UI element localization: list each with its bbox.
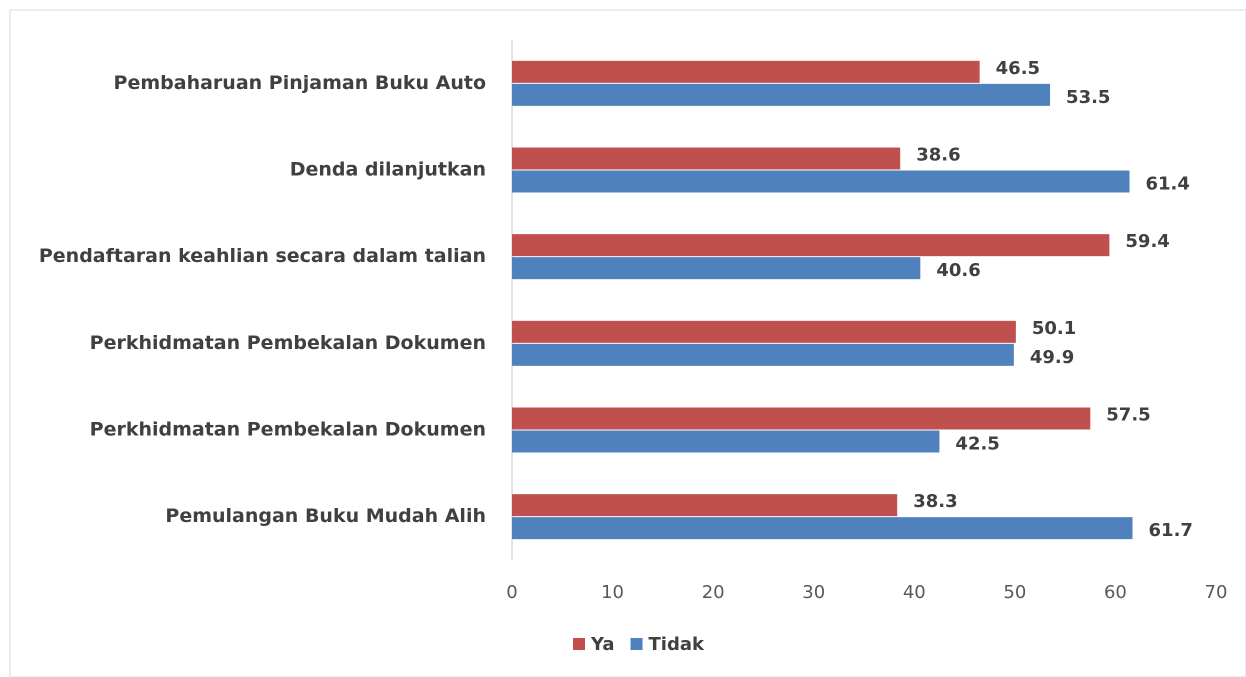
data-label: 38.3 — [913, 491, 957, 512]
data-label: 59.4 — [1125, 231, 1169, 252]
data-label: 42.5 — [955, 434, 999, 455]
y-tick-label: Pembaharuan Pinjaman Buku Auto — [114, 72, 486, 94]
bar — [512, 234, 1110, 257]
y-tick-label: Perkhidmatan Pembekalan Dokumen — [90, 419, 486, 441]
x-tick-label: 10 — [601, 582, 624, 603]
data-label: 61.4 — [1146, 174, 1190, 195]
y-tick-label: Pendaftaran keahlian secara dalam talian — [39, 245, 486, 267]
x-tick-label: 70 — [1205, 582, 1228, 603]
x-tick-label: 20 — [702, 582, 725, 603]
bar — [512, 320, 1016, 343]
legend-swatch — [573, 638, 585, 650]
x-tick-label: 60 — [1104, 582, 1127, 603]
data-label: 46.5 — [996, 58, 1040, 79]
bar — [512, 517, 1133, 540]
bar — [512, 430, 940, 453]
y-tick-label: Denda dilanjutkan — [290, 159, 486, 181]
y-tick-label: Pemulangan Buku Mudah Alih — [165, 505, 486, 527]
data-label: 49.9 — [1030, 347, 1074, 368]
x-tick-label: 30 — [802, 582, 825, 603]
data-label: 53.5 — [1066, 87, 1110, 108]
data-label: 57.5 — [1106, 405, 1150, 426]
bar — [512, 407, 1091, 430]
data-label: 61.7 — [1149, 520, 1193, 541]
data-label: 50.1 — [1032, 318, 1076, 339]
legend-label: Tidak — [649, 634, 705, 655]
bar — [512, 257, 921, 280]
bar — [512, 83, 1051, 106]
legend-label: Ya — [590, 634, 615, 655]
x-tick-label: 50 — [1003, 582, 1026, 603]
legend-swatch — [630, 638, 643, 650]
bar — [512, 343, 1014, 366]
bar — [512, 494, 898, 517]
x-tick-label: 0 — [506, 582, 517, 603]
bar — [512, 170, 1130, 193]
data-label: 38.6 — [916, 145, 960, 166]
y-tick-label: Perkhidmatan Pembekalan Dokumen — [90, 332, 486, 354]
bar — [512, 147, 901, 170]
bar — [512, 60, 980, 83]
x-tick-label: 40 — [903, 582, 926, 603]
data-label: 40.6 — [936, 260, 980, 281]
chart-border — [9, 9, 1246, 677]
